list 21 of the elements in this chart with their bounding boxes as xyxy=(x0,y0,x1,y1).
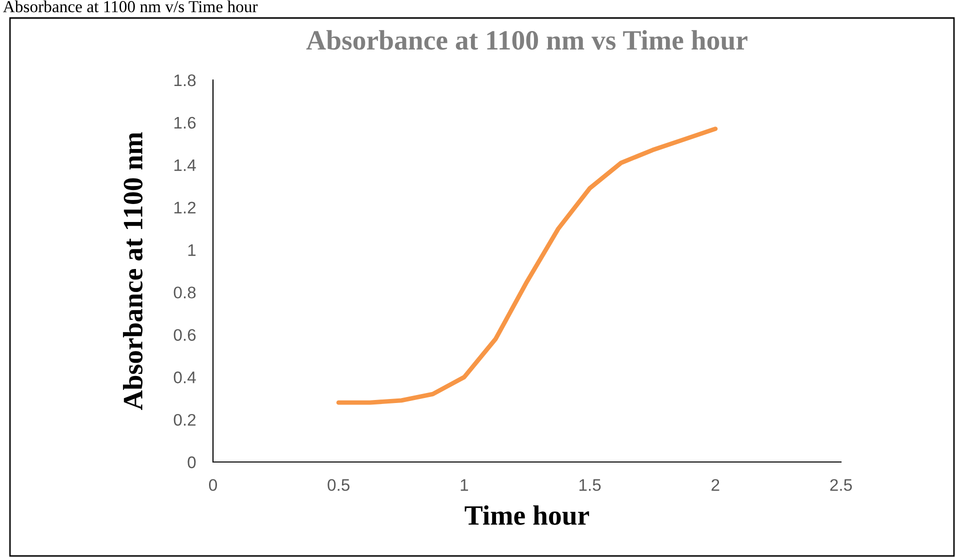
chart-title: Absorbance at 1100 nm vs Time hour xyxy=(306,30,748,50)
y-tick-label: 1.4 xyxy=(174,159,196,171)
x-axis-title: Time hour xyxy=(464,505,590,525)
x-tick-label: 0 xyxy=(209,479,217,491)
y-tick-label: 0.8 xyxy=(174,286,196,298)
y-tick-label: 0 xyxy=(188,456,196,468)
y-axis-title: Absorbance at 1100 nm xyxy=(122,132,143,410)
x-tick-label: 2.5 xyxy=(830,479,852,491)
y-tick-label: 1.2 xyxy=(174,202,196,214)
line-series xyxy=(336,126,718,405)
x-tick-label: 2 xyxy=(712,479,720,491)
y-tick-label: 1 xyxy=(188,244,196,256)
y-tick-label: 1.8 xyxy=(174,74,196,86)
text: Absorbance at 1100 nm v/s Time hour xyxy=(3,0,258,12)
x-tick-label: 0.5 xyxy=(328,479,350,491)
x-tick-label: 1.5 xyxy=(579,479,601,491)
x-tick-label: 1 xyxy=(460,479,468,491)
y-tick-label: 0.6 xyxy=(174,329,196,341)
y-tick-label: 1.6 xyxy=(174,116,196,129)
y-tick-label: 0.2 xyxy=(174,414,196,426)
y-tick-label: 0.4 xyxy=(174,372,196,384)
